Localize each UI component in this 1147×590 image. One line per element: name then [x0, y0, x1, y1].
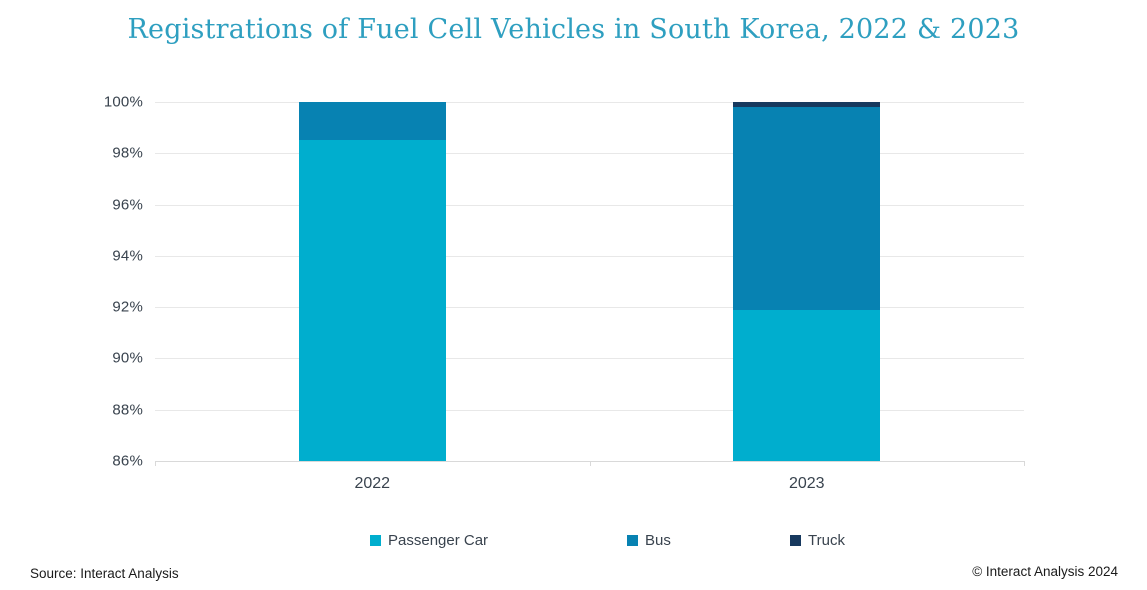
x-axis-labels: 2022 2023 — [155, 475, 1024, 499]
y-tick-label-100%: 100% — [103, 93, 143, 111]
source-note: Source: Interact Analysis — [30, 566, 179, 581]
x-tick-label-2023: 2023 — [788, 475, 825, 492]
bar-segment-2023-bus — [733, 107, 881, 310]
bar-2022 — [298, 102, 446, 461]
legend-item-truck: Truck — [790, 532, 845, 549]
y-tick-label-92%: 92% — [112, 298, 143, 316]
gridline-98% — [155, 153, 1024, 155]
gridline-94% — [155, 255, 1024, 257]
y-tick-label-96%: 96% — [112, 196, 143, 214]
y-tick-label-98%: 98% — [112, 144, 143, 162]
plot-area — [155, 102, 1024, 462]
x-axis-tick-0 — [155, 461, 156, 466]
legend-swatch-icon — [370, 535, 381, 546]
x-tick-label-2022: 2022 — [354, 475, 391, 492]
bar-segment-2022-bus — [298, 102, 446, 141]
legend-label: Passenger Car — [388, 532, 489, 549]
legend-label: Truck — [808, 532, 845, 549]
bar-2023 — [733, 102, 881, 461]
legend-swatch-icon — [790, 535, 801, 546]
y-tick-label-88%: 88% — [112, 401, 143, 419]
x-axis-tick-2 — [1024, 461, 1025, 466]
x-axis-tick-1 — [589, 461, 591, 466]
legend-swatch-icon — [627, 535, 638, 546]
copyright-note: © Interact Analysis 2024 — [972, 564, 1118, 579]
y-tick-label-86%: 86% — [112, 452, 143, 470]
legend-label: Bus — [645, 532, 671, 549]
gridline-88% — [155, 409, 1024, 411]
chart-title: Registrations of Fuel Cell Vehicles in S… — [127, 14, 1020, 45]
gridline-96% — [155, 204, 1024, 206]
y-tick-label-94%: 94% — [112, 247, 143, 265]
bar-segment-2023-truck — [733, 102, 881, 108]
legend-item-passenger-car: Passenger Car — [370, 532, 488, 549]
gridline-90% — [155, 358, 1024, 360]
legend-item-bus: Bus — [627, 532, 671, 549]
legend: Passenger Car Bus Truck — [0, 532, 1147, 554]
bar-segment-2023-passenger-car — [733, 309, 881, 461]
gridline-100% — [155, 102, 1024, 103]
y-axis-labels: 100% 98% 96% 94% 92% 90% 88% 86% — [0, 94, 143, 470]
bar-segment-2022-passenger-car — [298, 140, 446, 461]
gridline-92% — [155, 307, 1024, 309]
y-tick-label-90%: 90% — [112, 349, 143, 367]
